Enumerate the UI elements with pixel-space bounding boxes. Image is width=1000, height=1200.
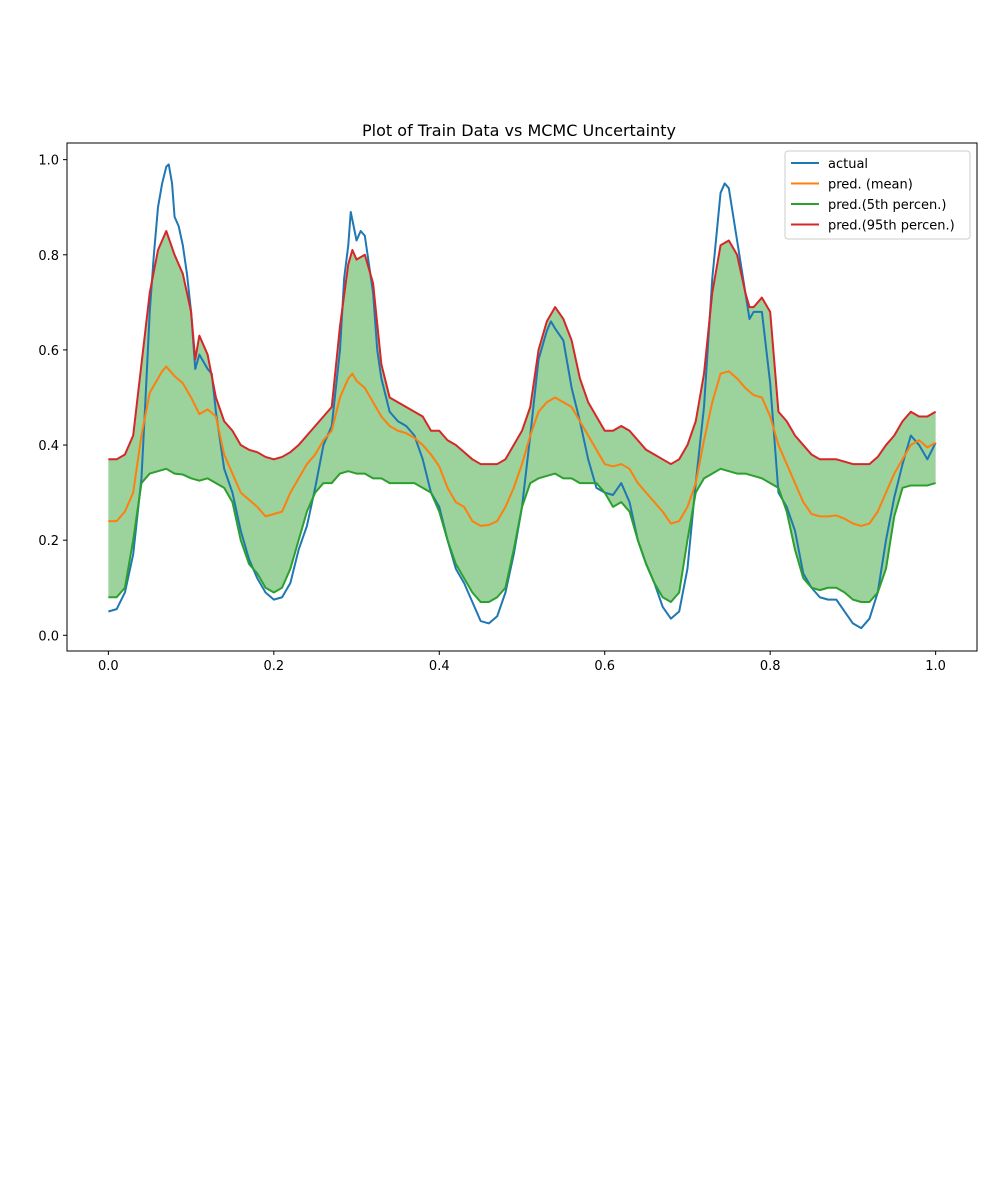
series-line-1	[108, 365, 937, 527]
axes-frame	[66, 142, 978, 652]
x-tick-label: 0.4	[429, 659, 450, 674]
series-line-3	[108, 230, 937, 466]
y-tick-label: 0.6	[38, 344, 59, 359]
series-line-0	[108, 163, 937, 630]
x-tick-label: 1.0	[925, 659, 946, 674]
x-tick-label: 0.0	[98, 659, 119, 674]
y-tick-label: 0.2	[38, 534, 59, 549]
y-axis: 0.0 0.2 0.4 0.6 0.8 1.0	[38, 154, 67, 644]
y-tick-label: 0.8	[38, 249, 59, 264]
y-tick-label: 0.4	[38, 439, 59, 454]
uncertainty-band	[108, 231, 936, 603]
plot-area	[108, 163, 937, 630]
y-tick-label: 0.0	[38, 629, 59, 644]
x-tick-label: 0.6	[594, 659, 615, 674]
y-tick-label: 1.0	[38, 154, 59, 169]
legend-label: pred.(95th percen.)	[828, 219, 955, 234]
legend-label: actual	[828, 157, 868, 172]
chart-title: Plot of Train Data vs MCMC Uncertainty	[362, 121, 676, 140]
legend-box	[784, 150, 971, 240]
legend: actual pred. (mean) pred.(5th percen.) pred…	[784, 150, 971, 240]
x-axis: 0.0 0.2 0.4 0.6 0.8 1.0	[98, 651, 946, 674]
x-tick-label: 0.2	[263, 659, 284, 674]
legend-label: pred. (mean)	[828, 178, 913, 193]
series-line-2	[108, 467, 936, 604]
x-tick-label: 0.8	[760, 659, 781, 674]
legend-label: pred.(5th percen.)	[828, 198, 946, 213]
